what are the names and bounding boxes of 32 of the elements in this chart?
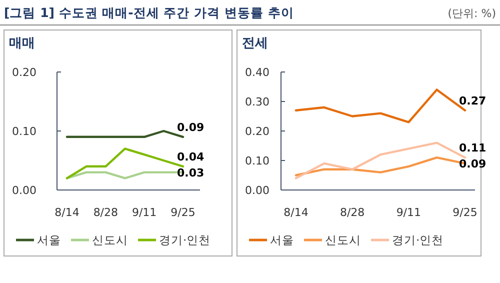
data-label: 0.03 [177,166,204,180]
x-tick-label: 8/28 [93,206,118,219]
y-tick-label: 0.00 [12,184,36,197]
x-tick-label: 8/14 [284,206,308,219]
text: [그림 1] 수도권 매매-전세 주간 가격 변동률 추이 [4,5,294,20]
y-tick-label: 0.20 [245,125,270,138]
legend-label: 경기·인천 [159,233,211,247]
data-label: 0.27 [459,94,486,108]
data-label: 0.09 [177,120,204,134]
data-label: 0.04 [177,150,204,164]
x-tick-label: 8/28 [340,206,365,219]
legend-label: 신도시 [92,233,128,247]
y-tick-label: 0.10 [245,154,270,168]
x-tick-label: 9/11 [132,206,157,219]
y-tick-label: 0.10 [12,125,36,138]
data-label: 0.09 [459,158,486,171]
x-tick-label: 9/11 [396,206,422,219]
text: (단위: %) [448,7,496,20]
y-tick-label: 0.00 [245,184,270,197]
legend-label: 신도시 [325,233,361,247]
legend-label: 경기·인천 [392,233,444,247]
x-tick-label: 8/14 [54,206,80,219]
data-label: 0.11 [459,142,486,155]
y-tick-label: 0.20 [12,66,36,79]
y-tick-label: 0.30 [245,96,270,108]
x-tick-label: 9/25 [170,206,196,219]
legend-label: 서울 [37,233,61,247]
y-tick-label: 0.40 [245,66,270,79]
x-tick-label: 9/25 [452,206,478,219]
legend-label: 서울 [270,233,294,247]
chart-title: 매매 [9,36,35,51]
chart-title: 전세 [242,36,268,51]
